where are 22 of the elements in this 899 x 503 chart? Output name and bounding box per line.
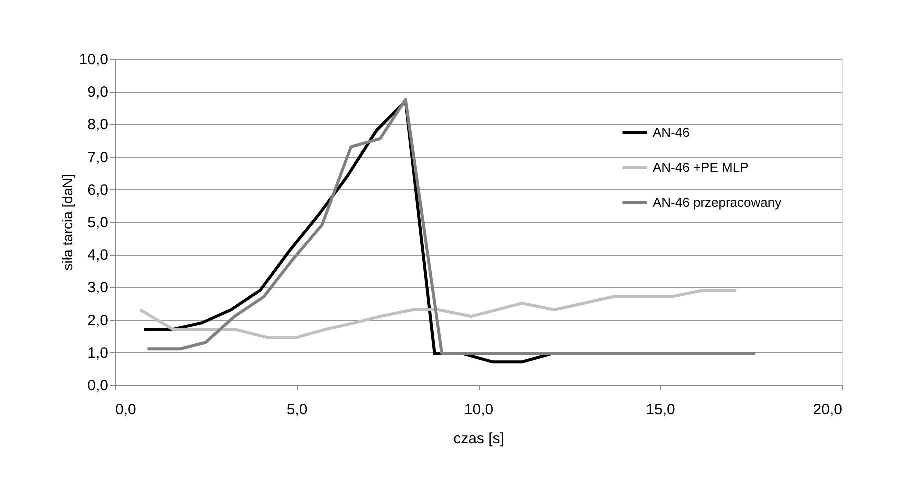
x-tick-label: 5,0 [286, 402, 308, 418]
legend-label: AN-46 +PE MLP [653, 160, 749, 175]
y-axis-title: siła tarcia [daN] [59, 174, 76, 271]
x-axis-title: czas [s] [454, 430, 504, 448]
legend-label: AN-46 [653, 125, 690, 140]
y-tick-label: 1,0 [88, 344, 108, 362]
y-tick-label: 9,0 [88, 84, 108, 102]
y-tick-label: 0,0 [88, 378, 108, 394]
x-tick-label: 20,0 [813, 402, 842, 418]
y-tick-label: 5,0 [88, 214, 108, 232]
y-tick-label: 8,0 [88, 116, 108, 134]
y-tick-label: 4,0 [88, 247, 108, 264]
y-tick-label: 7,0 [88, 149, 108, 166]
x-tick-label: 0,0 [116, 402, 136, 418]
legend-label: AN-46 przepracowany [653, 195, 782, 210]
y-tick-label: 3,0 [88, 280, 108, 297]
line-series [138, 288, 738, 340]
x-tick-label: 15,0 [646, 402, 676, 418]
x-tick-label: 10,0 [464, 402, 494, 418]
y-tick-label: 6,0 [88, 182, 108, 199]
y-tick-label: 2,0 [88, 312, 108, 330]
y-tick-label: 10,0 [79, 52, 108, 68]
